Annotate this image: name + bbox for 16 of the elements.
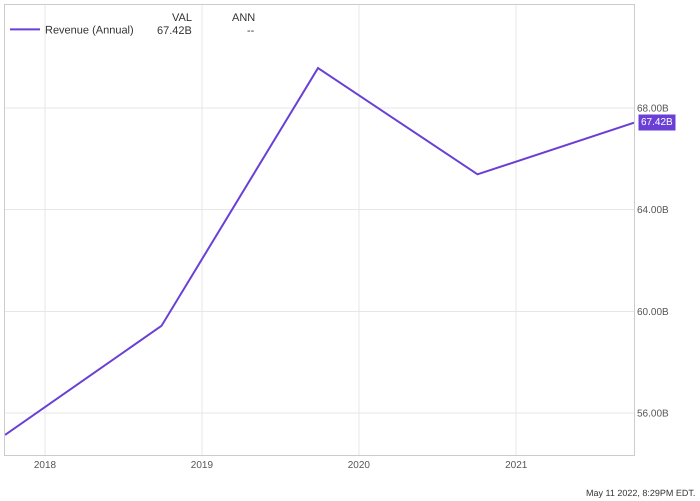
data-label: 67.42B [641, 117, 674, 128]
y-tick-label: 60.00B [637, 306, 670, 318]
x-tick-label: 2019 [190, 460, 214, 471]
y-tick-label: 68.00B [637, 103, 670, 114]
legend-label: Revenue (Annual) [45, 24, 134, 37]
x-tick-label: 2020 [348, 460, 370, 471]
x-tick-label: 2021 [505, 460, 528, 471]
annotation: -- [247, 25, 255, 37]
x-tick-label: 2018 [34, 460, 57, 471]
y-tick-label: 56.00B [637, 408, 670, 420]
y-tick-label: 64.00B [637, 205, 670, 216]
text: May 11 2022, 8:29PM EDT. [586, 488, 696, 498]
annotation: ANN [232, 12, 256, 24]
annotation: 67.42B [157, 25, 192, 37]
line-series [5, 67, 634, 436]
annotation: VAL [172, 12, 192, 24]
